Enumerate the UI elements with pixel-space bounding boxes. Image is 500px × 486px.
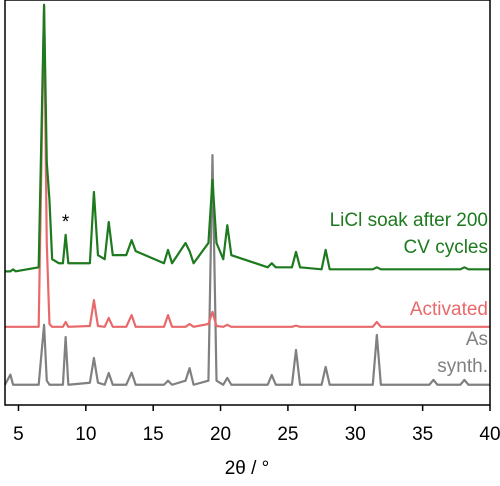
x-tick-label: 10 bbox=[75, 424, 96, 445]
x-tick-label: 35 bbox=[412, 424, 433, 445]
x-axis-label: 2θ / ° bbox=[225, 458, 270, 479]
series-label: As synth. bbox=[437, 329, 488, 377]
x-tick-label: 25 bbox=[277, 424, 298, 445]
series-line bbox=[5, 3, 490, 328]
series-label: LiCl soak after 200 CV cycles bbox=[329, 210, 488, 258]
x-tick-label: 30 bbox=[345, 424, 366, 445]
plot-frame bbox=[4, 0, 491, 406]
series-label: Activated bbox=[409, 299, 488, 320]
series-line bbox=[4, 154, 490, 386]
annotation: * bbox=[62, 212, 70, 233]
x-tick-label: 40 bbox=[479, 424, 500, 445]
x-tick-label: 20 bbox=[210, 424, 231, 445]
series-line bbox=[5, 3, 490, 273]
x-tick-label: 5 bbox=[13, 424, 24, 445]
x-tick-label: 15 bbox=[143, 424, 164, 445]
